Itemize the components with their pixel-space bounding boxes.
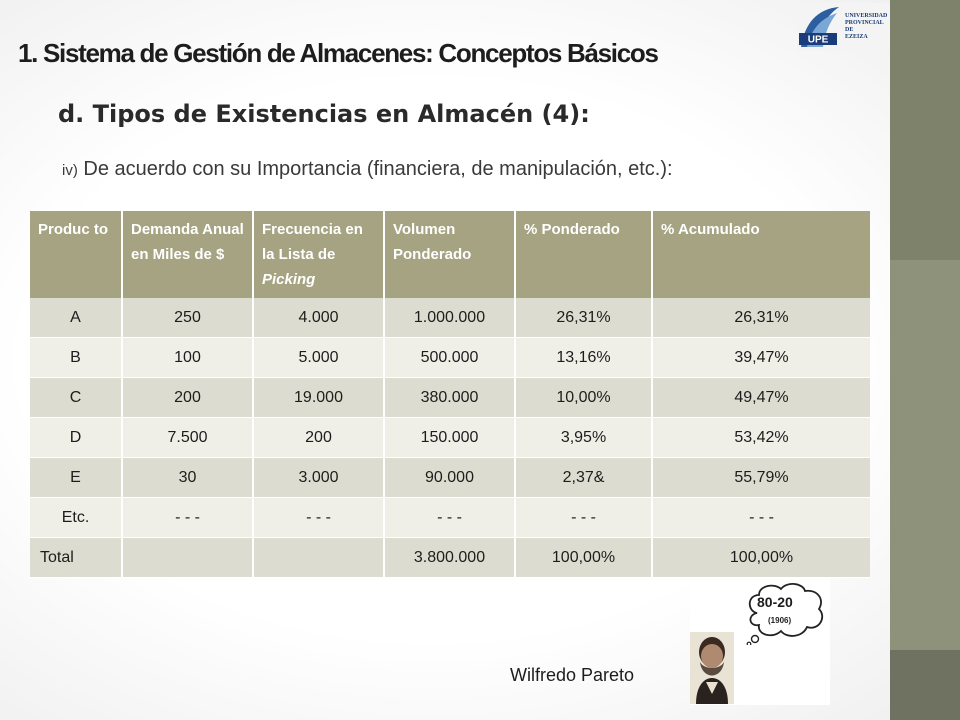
table-cell: 150.000 (384, 417, 516, 458)
table-cell: 55,79% (652, 457, 870, 498)
slide-subtitle: d. Tipos de Existencias en Almacén (4): (58, 100, 590, 128)
portrait-caption: Wilfredo Pareto (510, 665, 635, 685)
table-cell: 500.000 (384, 337, 516, 378)
product-cell: D (30, 417, 123, 458)
table-cell: 90.000 (384, 457, 516, 498)
table-cell: - - - (122, 497, 254, 538)
table-cell (122, 537, 254, 578)
product-cell: Etc. (30, 497, 123, 538)
column-header: Demanda Anual en Miles de $ (122, 211, 254, 298)
pareto-portrait-icon (690, 632, 734, 704)
table-cell: 2,37& (515, 457, 653, 498)
bubble-text-80-20: 80-20 (757, 594, 793, 610)
table-cell: 19.000 (253, 377, 385, 418)
table-cell: 10,00% (515, 377, 653, 418)
table-row: Total 3.800.000 100,00% 100,00% (30, 537, 870, 578)
table-cell: 5.000 (253, 337, 385, 378)
table-cell: 13,16% (515, 337, 653, 378)
logo-mark-text: UPE (808, 35, 829, 46)
table-cell: - - - (652, 497, 870, 538)
table-row: C 200 19.000 380.000 10,00% 49,47% (30, 377, 870, 418)
thought-bubble-icon (746, 583, 824, 645)
product-cell: B (30, 337, 123, 378)
university-logo: UPE UNIVERSIDAD PROVINCIAL DE EZEIZA (797, 3, 890, 51)
table-header-row: Produc to Demanda Anual en Miles de $ Fr… (30, 211, 870, 298)
table-cell: 53,42% (652, 417, 870, 458)
product-cell: C (30, 377, 123, 418)
table-cell: 26,31% (515, 298, 653, 338)
slide-title: 1. Sistema de Gestión de Almacenes: Conc… (18, 38, 659, 68)
table-cell: 30 (122, 457, 254, 498)
table-cell: - - - (253, 497, 385, 538)
logo-line: PROVINCIAL DE (845, 20, 884, 33)
product-cell: A (30, 298, 123, 338)
table-cell: 100 (122, 337, 254, 378)
logo-text: UNIVERSIDAD PROVINCIAL DE EZEIZA (845, 13, 889, 41)
table-cell: 200 (253, 417, 385, 458)
table-row: Etc. - - -- - -- - -- - -- - - (30, 497, 870, 538)
upe-logo-icon: UPE (799, 7, 839, 47)
table-cell (253, 537, 385, 578)
right-bar-top-segment (890, 0, 960, 260)
table-cell: 100,00% (652, 537, 870, 578)
bullet-text: De acuerdo con su Importancia (financier… (77, 158, 673, 180)
logo-line: UNIVERSIDAD (845, 13, 888, 19)
table-cell: 380.000 (384, 377, 516, 418)
table-cell: 7.500 (122, 417, 254, 458)
right-bar-bottom-segment (890, 650, 960, 720)
table-cell: - - - (515, 497, 653, 538)
table-row: D 7.500 200 150.000 3,95% 53,42% (30, 417, 870, 458)
table-cell: 200 (122, 377, 254, 418)
bullet-point: iv) De acuerdo con su Importancia (finan… (62, 158, 673, 181)
table-cell: - - - (384, 497, 516, 538)
table-cell: 26,31% (652, 298, 870, 338)
table-cell: 250 (122, 298, 254, 338)
table-cell: 49,47% (652, 377, 870, 418)
table-cell: 4.000 (253, 298, 385, 338)
column-header: % Ponderado (515, 211, 653, 298)
table-cell: 3.000 (253, 457, 385, 498)
abc-importance-table: Produc to Demanda Anual en Miles de $ Fr… (30, 211, 870, 578)
logo-line: EZEIZA (845, 34, 868, 40)
table-cell: 100,00% (515, 537, 653, 578)
column-header: Frecuencia en la Lista de Picking (253, 211, 385, 298)
table-cell: 3.800.000 (384, 537, 516, 578)
table-row: E 30 3.000 90.000 2,37& 55,79% (30, 457, 870, 498)
product-cell: Total (30, 537, 123, 578)
right-bar-middle-segment (890, 260, 960, 650)
table-cell: 1.000.000 (384, 298, 516, 338)
column-header: Volumen Ponderado (384, 211, 516, 298)
table-cell: 3,95% (515, 417, 653, 458)
column-header: Produc to (30, 211, 123, 298)
bullet-number: iv) (62, 162, 78, 179)
table-row: A 250 4.000 1.000.000 26,31% 26,31% (30, 298, 870, 338)
table-row: B 100 5.000 500.000 13,16% 39,47% (30, 337, 870, 378)
table-cell: 39,47% (652, 337, 870, 378)
column-header: % Acumulado (652, 211, 870, 298)
product-cell: E (30, 457, 123, 498)
bubble-text-year: (1906) (768, 616, 792, 625)
